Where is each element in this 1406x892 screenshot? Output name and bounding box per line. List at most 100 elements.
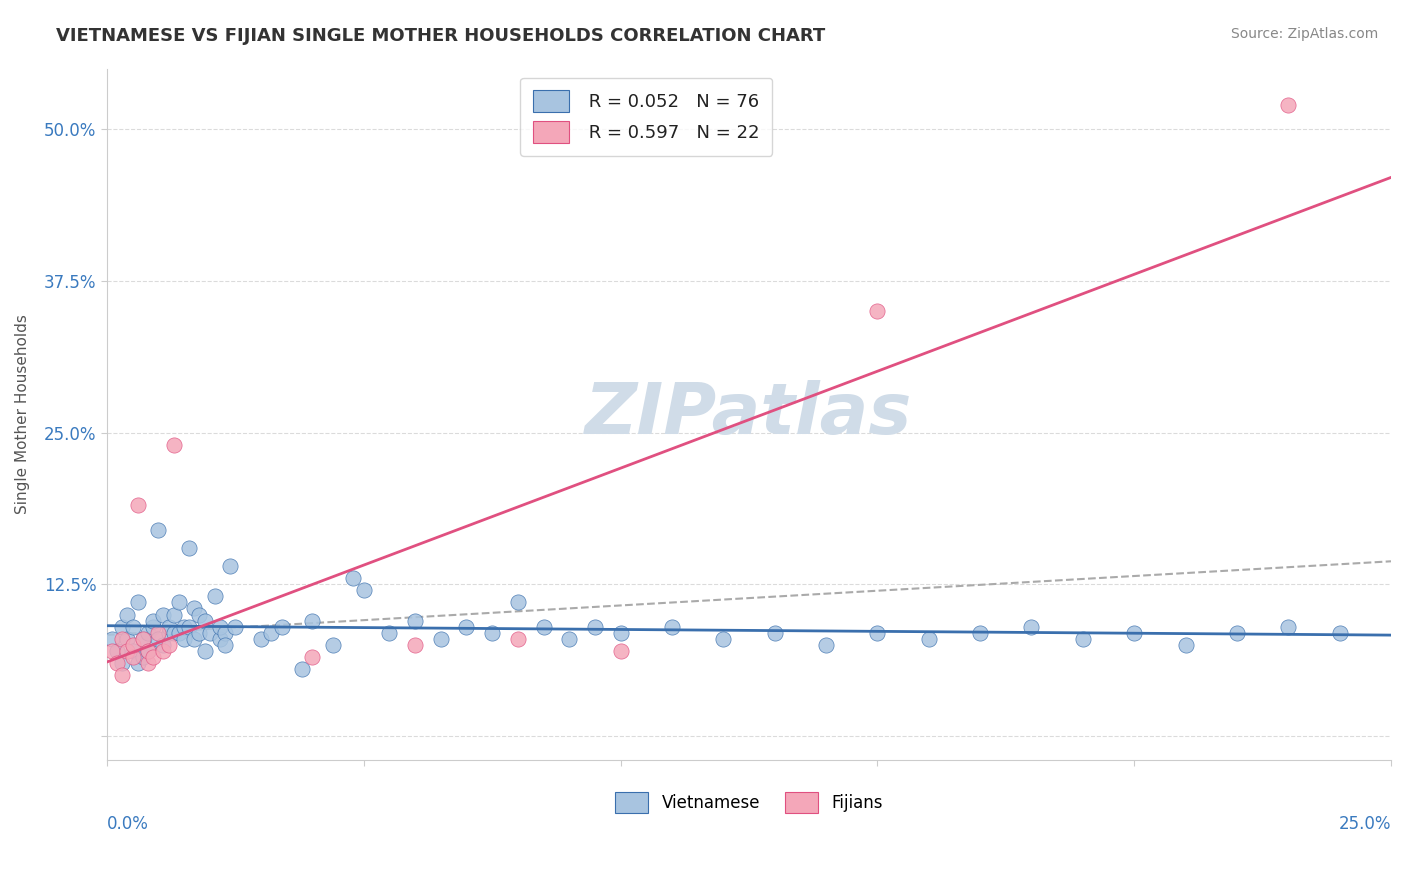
Point [163, 625, 186, 640]
Text: 0.0%: 0.0% [107, 814, 149, 833]
Point [148, 632, 170, 646]
Point [866, 625, 889, 640]
Point [506, 632, 529, 646]
Point [558, 632, 581, 646]
Point [105, 644, 128, 658]
Point [127, 595, 149, 609]
Text: Source: ZipAtlas.com: Source: ZipAtlas.com [1230, 27, 1378, 41]
Point [101, 632, 124, 646]
Point [506, 595, 529, 609]
Point [763, 625, 786, 640]
Point [342, 571, 364, 585]
Point [127, 499, 149, 513]
Point [1174, 638, 1197, 652]
Point [404, 614, 426, 628]
Point [301, 614, 323, 628]
Point [1329, 625, 1351, 640]
Point [142, 620, 165, 634]
Point [404, 638, 426, 652]
Point [193, 644, 215, 658]
Point [183, 601, 205, 615]
Point [157, 625, 180, 640]
Point [179, 620, 201, 634]
Point [1277, 620, 1299, 634]
Point [148, 523, 170, 537]
Point [136, 656, 159, 670]
Point [163, 438, 186, 452]
Point [157, 620, 180, 634]
Legend: Vietnamese, Fijians: Vietnamese, Fijians [606, 784, 891, 821]
Point [208, 632, 231, 646]
Point [260, 625, 283, 640]
Point [291, 662, 314, 676]
Point [214, 638, 236, 652]
Point [117, 607, 139, 622]
Point [1021, 620, 1043, 634]
Point [208, 620, 231, 634]
Point [969, 625, 991, 640]
Point [173, 632, 195, 646]
Point [117, 644, 139, 658]
Point [111, 620, 134, 634]
Text: 25.0%: 25.0% [1339, 814, 1391, 833]
Point [127, 656, 149, 670]
Point [198, 625, 221, 640]
Point [111, 632, 134, 646]
Point [219, 559, 242, 574]
Point [163, 607, 186, 622]
Point [105, 656, 128, 670]
Point [193, 614, 215, 628]
Point [711, 632, 734, 646]
Point [1277, 98, 1299, 112]
Point [353, 583, 375, 598]
Point [117, 632, 139, 646]
Point [430, 632, 453, 646]
Point [609, 625, 631, 640]
Point [918, 632, 941, 646]
Point [173, 620, 195, 634]
Point [142, 614, 165, 628]
Point [583, 620, 606, 634]
Point [121, 638, 143, 652]
Point [132, 650, 155, 665]
Point [609, 644, 631, 658]
Point [148, 625, 170, 640]
Point [456, 620, 478, 634]
Point [179, 541, 201, 555]
Point [188, 607, 211, 622]
Point [152, 644, 174, 658]
Point [301, 650, 323, 665]
Point [136, 625, 159, 640]
Point [157, 638, 180, 652]
Point [111, 656, 134, 670]
Point [167, 595, 190, 609]
Text: ZIPatlas: ZIPatlas [585, 380, 912, 449]
Point [1071, 632, 1094, 646]
Point [132, 632, 155, 646]
Point [378, 625, 401, 640]
Point [533, 620, 555, 634]
Point [322, 638, 344, 652]
Point [1226, 625, 1249, 640]
Point [204, 590, 226, 604]
Point [101, 644, 124, 658]
Y-axis label: Single Mother Households: Single Mother Households [15, 314, 30, 515]
Point [481, 625, 503, 640]
Point [121, 620, 143, 634]
Point [132, 632, 155, 646]
Point [152, 607, 174, 622]
Point [224, 620, 246, 634]
Point [214, 625, 236, 640]
Point [183, 632, 205, 646]
Point [111, 668, 134, 682]
Point [1123, 625, 1146, 640]
Point [152, 638, 174, 652]
Point [167, 625, 190, 640]
Point [121, 650, 143, 665]
Point [866, 304, 889, 318]
Point [136, 644, 159, 658]
Point [188, 625, 211, 640]
Point [661, 620, 683, 634]
Point [250, 632, 273, 646]
Point [121, 644, 143, 658]
